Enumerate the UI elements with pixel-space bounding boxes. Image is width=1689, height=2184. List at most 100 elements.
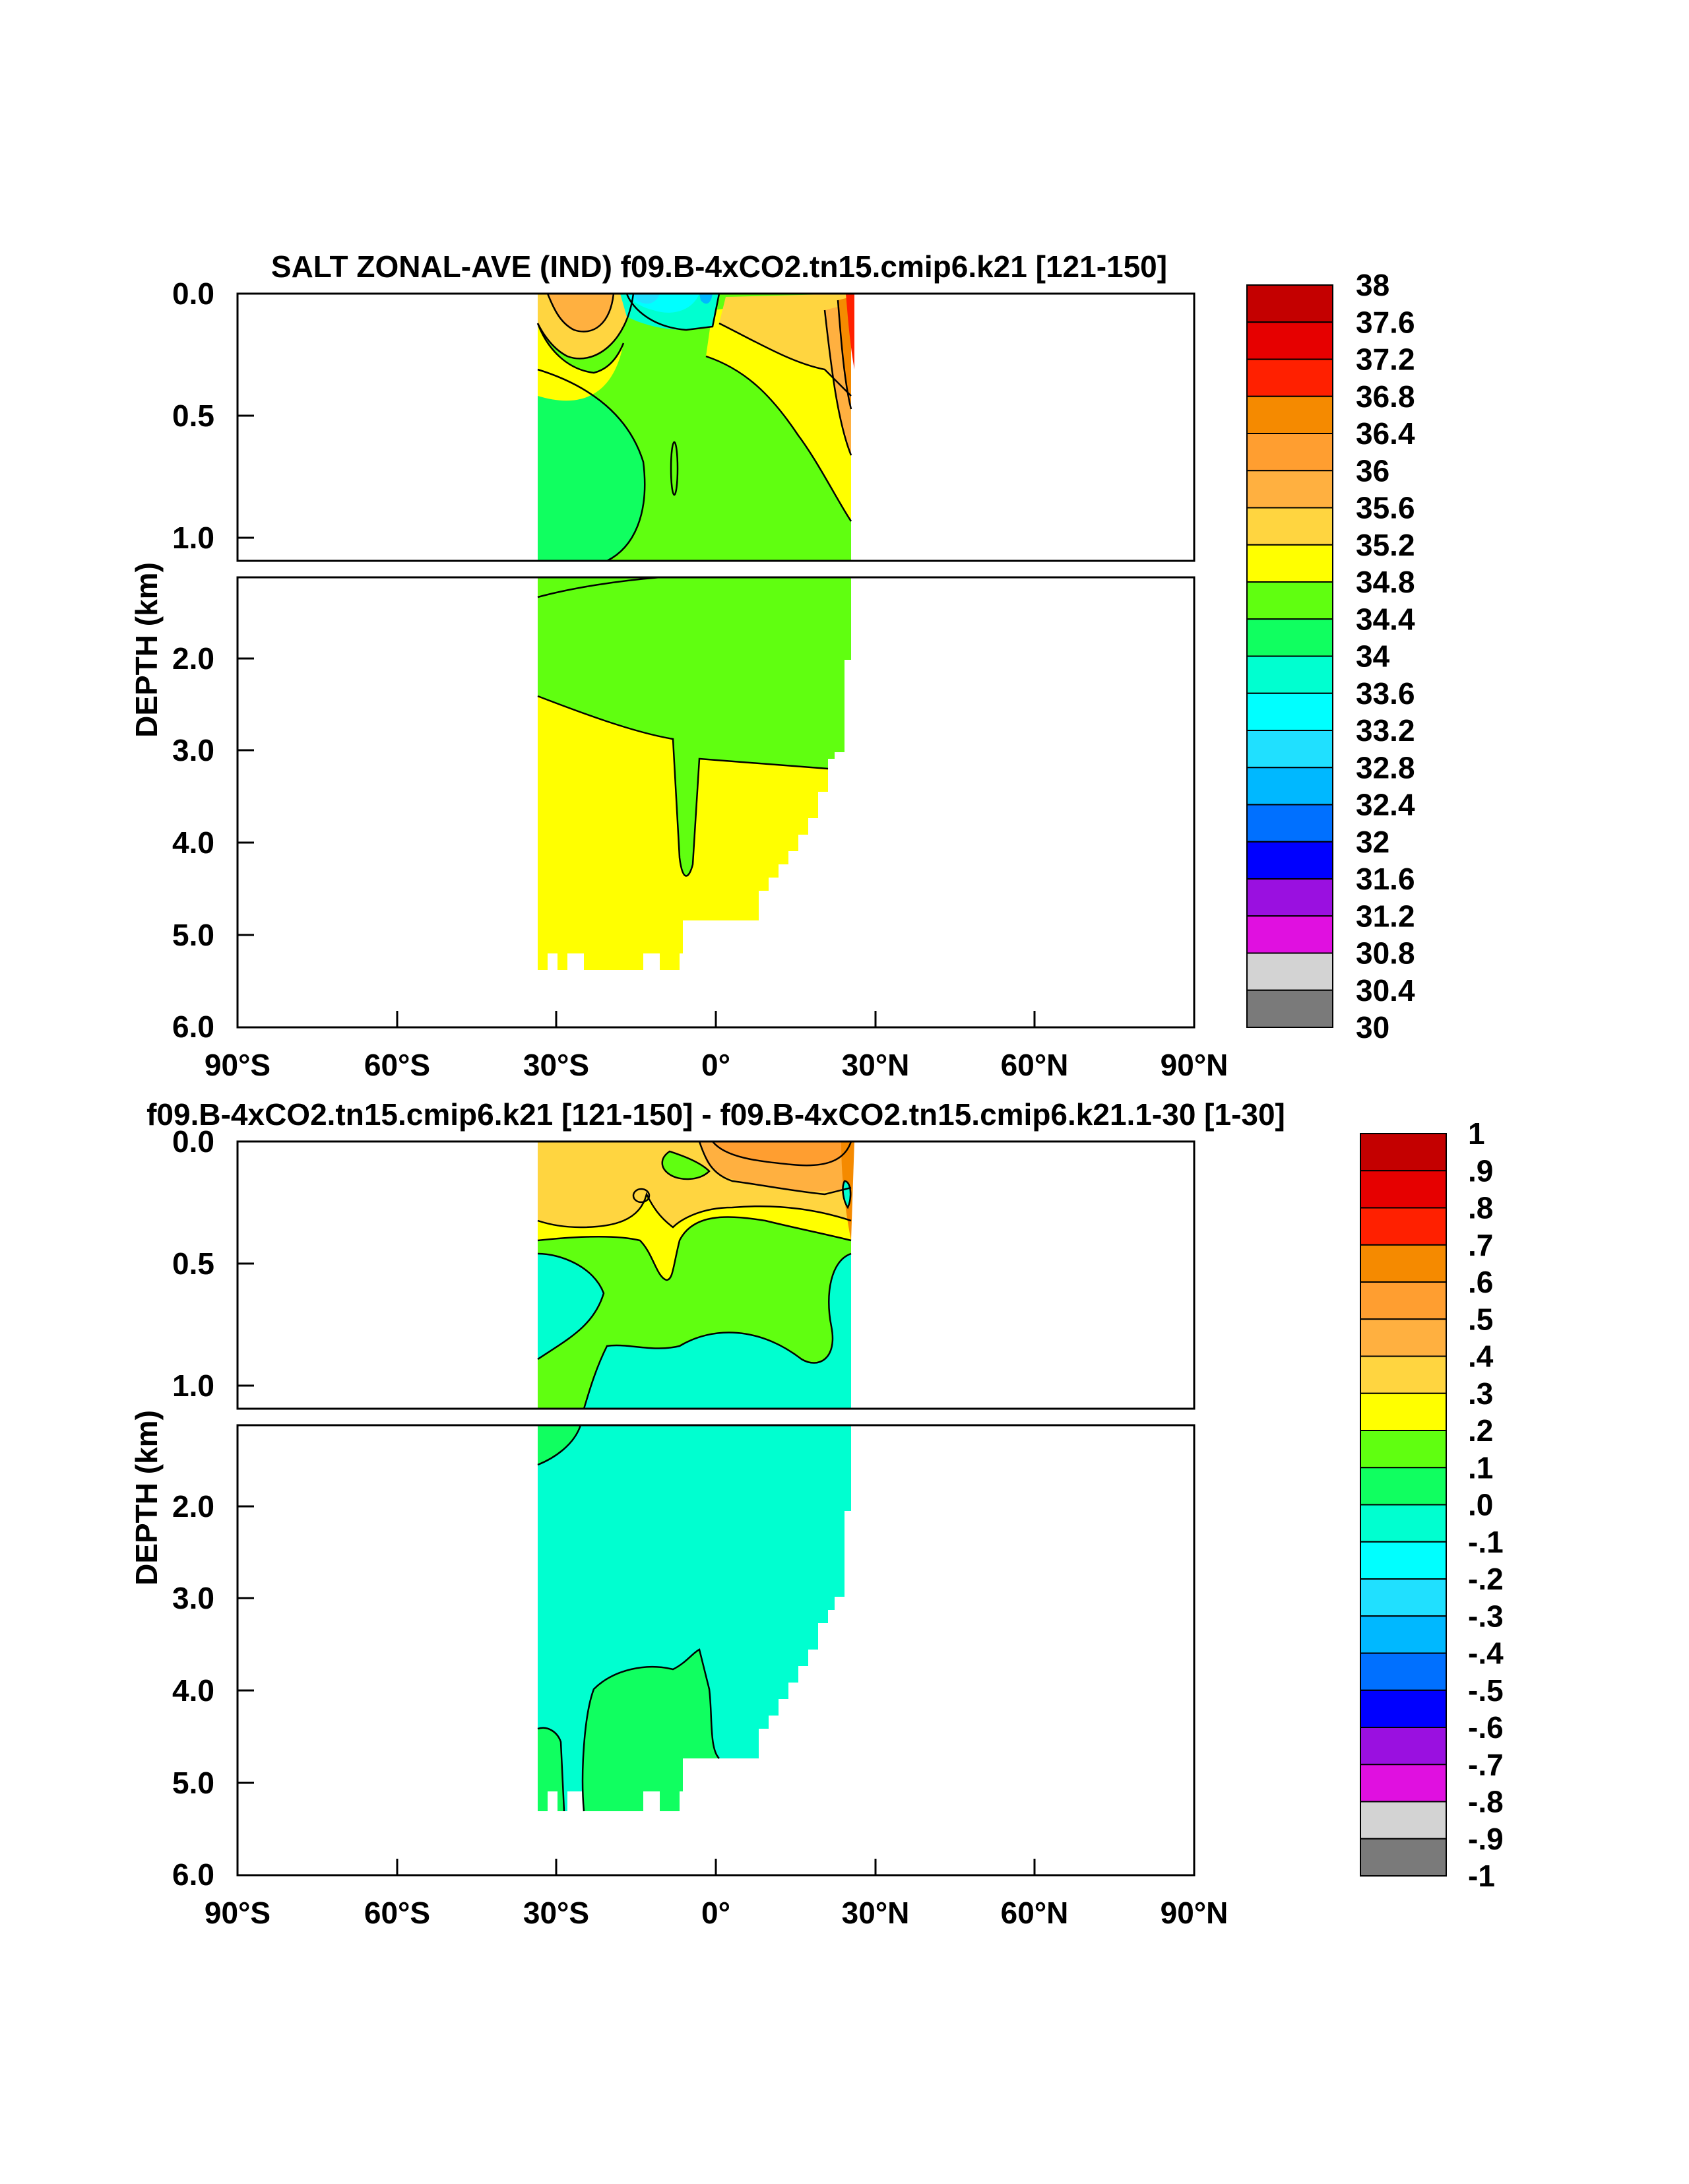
panel-salinity: SALT ZONAL-AVE (IND) f09.B-4xCO2.tn15.cm… — [129, 249, 1415, 1082]
contour-line — [837, 300, 852, 410]
colorbar-label: 34.4 — [1356, 602, 1415, 636]
colorbar-label: 36 — [1356, 453, 1389, 488]
salinity-region-36.8-north — [838, 297, 851, 409]
colorbar-label: 32.4 — [1356, 788, 1415, 822]
colorbar-label: .7 — [1468, 1228, 1493, 1262]
colorbar-swatch — [1360, 1652, 1447, 1691]
colorbar-label: 37.6 — [1356, 305, 1415, 339]
contour-line — [537, 1727, 565, 1812]
salinity-region-35.2 — [719, 294, 851, 396]
panel-1-y-axis — [238, 292, 254, 936]
salinity-region-32.8 — [633, 294, 660, 304]
colorbar-swatch — [1246, 395, 1333, 434]
colorbar-label: -.7 — [1468, 1747, 1504, 1782]
colorbar-swatch — [1246, 989, 1333, 1028]
y-tick-label: 5.0 — [172, 1766, 214, 1800]
y-tick-label: 3.0 — [172, 1581, 214, 1615]
colorbar-label: -.9 — [1468, 1822, 1504, 1856]
panel-1-upper-frame — [236, 292, 1195, 562]
colorbar-swatch — [1246, 284, 1333, 323]
colorbar-label: .0 — [1468, 1488, 1493, 1522]
colorbar-swatch — [1246, 507, 1333, 546]
colorbar-label: -.6 — [1468, 1710, 1504, 1745]
colorbar-label: -.5 — [1468, 1673, 1504, 1708]
colorbar-swatch — [1360, 1689, 1447, 1728]
colorbar-swatch — [1360, 1764, 1447, 1803]
colorbar-swatch — [1360, 1727, 1447, 1766]
colorbar-swatch — [1246, 730, 1333, 769]
y-tick-label: 0.5 — [172, 399, 214, 433]
contour-line — [705, 355, 852, 522]
panel-2-upper-field — [538, 1141, 854, 1409]
y-tick-label: 1.0 — [172, 521, 214, 555]
salinity-region-34.8-south — [538, 323, 623, 401]
y-tick-label: 0.0 — [172, 276, 214, 311]
colorbar-label: -.1 — [1468, 1525, 1504, 1559]
x-tick-label: 30°N — [842, 1048, 910, 1082]
y-axis-label: DEPTH (km) — [129, 562, 164, 738]
colorbar-swatch — [1246, 915, 1333, 954]
x-tick-label: 30°S — [523, 1896, 589, 1930]
panel-1-contours — [536, 293, 852, 877]
y-axis-label: DEPTH (km) — [129, 1410, 164, 1586]
colorbar-label: .5 — [1468, 1302, 1493, 1336]
salinity-deep-34.4 — [538, 577, 851, 876]
panel-2-colorbar: 1.9.8.7.6.5.4.3.2.1.0-.1-.2-.3-.4-.5-.6-… — [1360, 1116, 1504, 1893]
colorbar-swatch — [1360, 1467, 1447, 1506]
y-tick-label: 6.0 — [172, 1857, 214, 1892]
contour-line — [823, 309, 852, 456]
panel-2-contours — [537, 1141, 852, 1812]
contour-line — [625, 293, 720, 331]
diff-region-0.3-south — [627, 1141, 666, 1164]
contour-line — [536, 323, 625, 374]
x-tick-label: 90°N — [1161, 1048, 1228, 1082]
colorbar-label: 33.6 — [1356, 676, 1415, 711]
colorbar-label: .8 — [1468, 1191, 1493, 1225]
colorbar-label: 37.2 — [1356, 342, 1415, 377]
x-tick-label: 60°S — [364, 1896, 430, 1930]
colorbar-swatch — [1360, 1838, 1447, 1877]
x-tick-label: 0° — [701, 1896, 730, 1930]
x-tick-label: 60°N — [1001, 1896, 1069, 1930]
colorbar-swatch — [1246, 618, 1333, 657]
colorbar-label: 34.8 — [1356, 565, 1415, 599]
contour-line — [537, 695, 829, 877]
colorbar-swatch — [1360, 1801, 1447, 1840]
colorbar-label: -1 — [1468, 1859, 1495, 1893]
colorbar-swatch — [1360, 1207, 1447, 1246]
x-tick-label: 0° — [701, 1048, 730, 1082]
y-tick-label: 4.0 — [172, 825, 214, 860]
colorbar-swatch — [1360, 1318, 1447, 1357]
panel-2-x-axis — [396, 1859, 1036, 1875]
colorbar-swatch — [1246, 358, 1333, 397]
colorbar-label: .6 — [1468, 1265, 1493, 1299]
colorbar-swatch — [1360, 1392, 1447, 1431]
y-tick-label: 1.0 — [172, 1368, 214, 1403]
colorbar-label: -.3 — [1468, 1599, 1504, 1633]
contour-line — [536, 293, 635, 360]
colorbar-swatch — [1246, 470, 1333, 509]
panel-2-title: f09.B-4xCO2.tn15.cmip6.k21 [121-150] - f… — [146, 1097, 1285, 1132]
y-tick-label: 2.0 — [172, 641, 214, 676]
colorbar-label: 34 — [1356, 639, 1390, 674]
contour-line — [583, 1252, 852, 1409]
x-tick-label: 90°N — [1161, 1896, 1228, 1930]
colorbar-label: .1 — [1468, 1450, 1493, 1485]
colorbar-swatch — [1360, 1615, 1447, 1654]
contour-line — [842, 1180, 852, 1209]
colorbar-label: 32.8 — [1356, 750, 1415, 785]
panel-2-upper-frame — [236, 1140, 1195, 1410]
salinity-deep-34.8 — [538, 696, 828, 970]
colorbar-swatch — [1360, 1244, 1447, 1283]
contour-line — [581, 1648, 720, 1812]
colorbar-swatch — [1246, 878, 1333, 917]
colorbar-swatch — [1246, 841, 1333, 880]
panel-2-lower-field — [538, 1425, 851, 1811]
contour-line — [537, 576, 660, 598]
y-tick-label: 0.0 — [172, 1124, 214, 1159]
colorbar-swatch — [1246, 767, 1333, 806]
colorbar-label: 36.4 — [1356, 416, 1415, 451]
contour-line — [537, 1192, 852, 1229]
y-tick-label: 6.0 — [172, 1010, 214, 1044]
